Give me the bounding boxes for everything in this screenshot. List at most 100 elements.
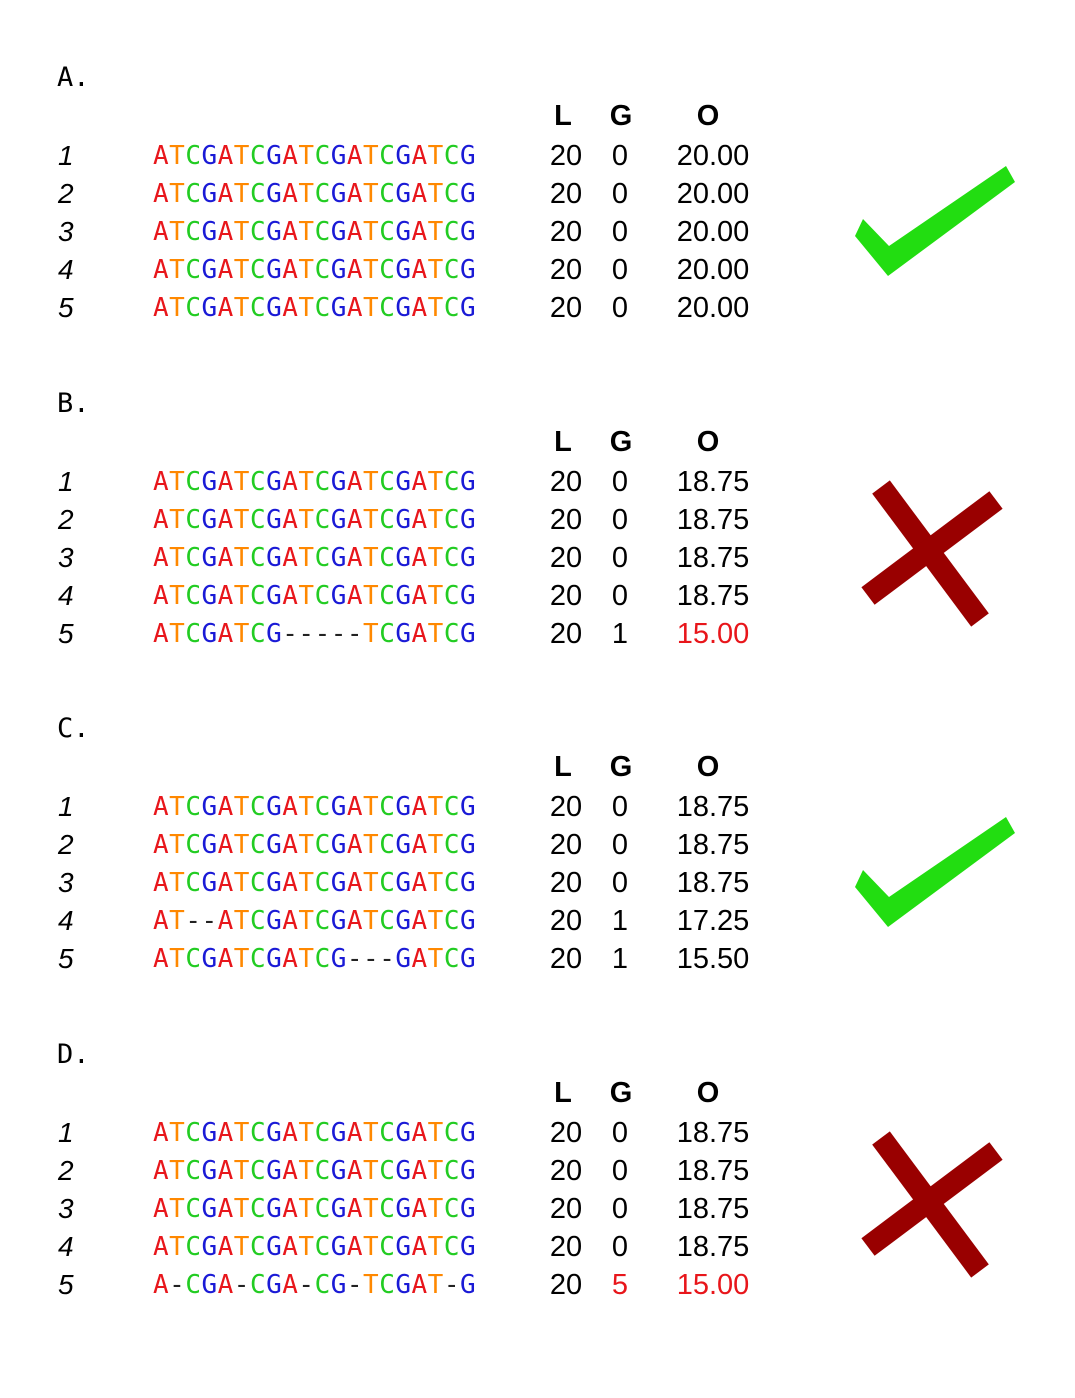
base-A: A [217, 179, 234, 209]
base-G: G [395, 1156, 412, 1186]
gap-char: - [314, 619, 331, 649]
base-T: T [427, 505, 444, 535]
row-number: 1 [58, 466, 74, 497]
base-C: C [443, 293, 460, 323]
base-A: A [411, 868, 428, 898]
base-G: G [330, 255, 347, 285]
base-C: C [379, 581, 396, 611]
score-value: 20.00 [676, 216, 750, 248]
sequence-row: 2 ATCGATCGATCGATCGATCG 20 0 18.75 [0, 1153, 780, 1191]
base-C: C [443, 179, 460, 209]
base-A: A [282, 581, 299, 611]
base-T: T [298, 792, 315, 822]
base-G: G [266, 868, 283, 898]
base-T: T [427, 255, 444, 285]
alignment-panel: C. L G O 1 ATCGATCGATCGATCGATCG 20 0 18.75 2 ATCGA… [0, 713, 1075, 1039]
base-A: A [346, 217, 364, 247]
check-icon [855, 817, 1015, 927]
base-T: T [169, 467, 186, 497]
base-A: A [346, 906, 364, 936]
base-G: G [395, 255, 412, 285]
base-A: A [411, 792, 428, 822]
base-A: A [153, 179, 170, 209]
base-A: A [153, 543, 170, 573]
base-G: G [266, 830, 283, 860]
base-G: G [395, 1194, 412, 1224]
base-A: A [346, 1118, 364, 1148]
sequence: ATCGATCGATCGATCGATCG [153, 540, 476, 576]
base-G: G [459, 906, 477, 936]
base-G: G [459, 467, 477, 497]
gap-count-value: 5 [611, 1269, 629, 1301]
base-C: C [249, 792, 267, 822]
base-T: T [427, 868, 444, 898]
sequence: ATCGATCGATCGATCGATCG [153, 464, 476, 500]
base-T: T [233, 944, 250, 974]
cross-shape [861, 1131, 1003, 1278]
base-G: G [459, 505, 477, 535]
base-G: G [201, 505, 218, 535]
base-C: C [443, 581, 460, 611]
base-A: A [411, 467, 428, 497]
base-T: T [169, 581, 186, 611]
base-A: A [346, 255, 364, 285]
base-A: A [217, 543, 234, 573]
sequence: ATCGATCGATCGATCGATCG [153, 214, 476, 250]
gap-char: - [169, 1270, 186, 1300]
base-G: G [201, 217, 218, 247]
base-C: C [314, 1194, 331, 1224]
base-G: G [459, 868, 477, 898]
base-A: A [282, 1118, 299, 1148]
length-value: 20 [549, 140, 583, 172]
base-T: T [427, 293, 444, 323]
row-number: 4 [58, 905, 74, 936]
base-T: T [169, 1156, 186, 1186]
base-A: A [411, 1270, 428, 1300]
panel-label: A. [57, 62, 90, 93]
base-A: A [282, 467, 299, 497]
row-number: 5 [58, 292, 74, 323]
base-A: A [282, 906, 299, 936]
base-C: C [185, 217, 202, 247]
length-value: 20 [549, 905, 583, 937]
base-A: A [153, 868, 170, 898]
base-C: C [249, 543, 267, 573]
row-number: 2 [58, 504, 74, 535]
base-G: G [201, 1118, 218, 1148]
length-value: 20 [549, 178, 583, 210]
base-C: C [379, 868, 396, 898]
base-G: G [395, 217, 412, 247]
score-value: 20.00 [676, 140, 750, 172]
base-C: C [185, 543, 202, 573]
sequence: ATCGATCGATCG---GATCG [153, 941, 476, 977]
base-C: C [443, 1194, 460, 1224]
base-A: A [346, 505, 364, 535]
base-A: A [411, 141, 428, 171]
column-header-score: O [696, 100, 720, 132]
sequence-row: 1 ATCGATCGATCGATCGATCG 20 0 18.75 [0, 789, 780, 827]
gap-count-value: 0 [611, 829, 629, 861]
gap-count-value: 0 [611, 791, 629, 823]
base-C: C [314, 293, 331, 323]
base-A: A [282, 1194, 299, 1224]
sequence-row: 1 ATCGATCGATCGATCGATCG 20 0 18.75 [0, 464, 780, 502]
gap-char: - [443, 1270, 460, 1300]
base-G: G [395, 830, 412, 860]
base-C: C [249, 1194, 267, 1224]
base-T: T [169, 868, 186, 898]
base-C: C [185, 944, 202, 974]
base-C: C [314, 543, 331, 573]
cross-icon [861, 480, 1003, 627]
length-value: 20 [549, 216, 583, 248]
sequence: ATCGATCGATCGATCGATCG [153, 176, 476, 212]
sequence-row: 4 AT--ATCGATCGATCGATCG 20 1 17.25 [0, 903, 780, 941]
base-T: T [169, 179, 186, 209]
base-C: C [314, 868, 331, 898]
base-T: T [427, 1118, 444, 1148]
base-C: C [379, 467, 396, 497]
base-T: T [298, 830, 315, 860]
base-T: T [363, 1270, 380, 1300]
sequence-row: 1 ATCGATCGATCGATCGATCG 20 0 20.00 [0, 138, 780, 176]
base-A: A [282, 868, 299, 898]
base-G: G [395, 619, 412, 649]
